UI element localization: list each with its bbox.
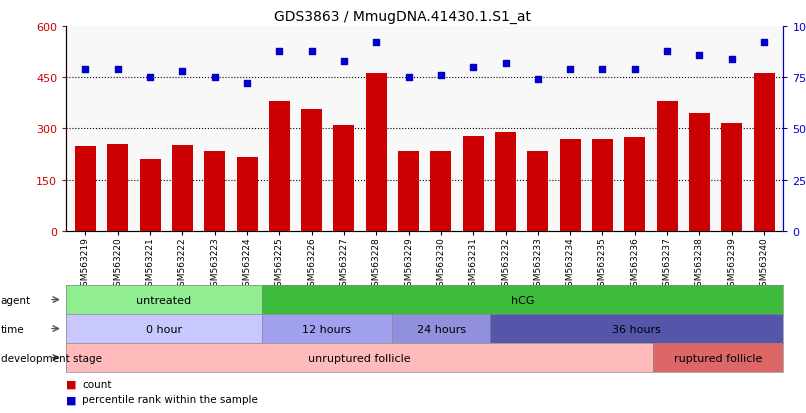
Bar (754, 74, 775, 231)
Text: 36 hours: 36 hours (613, 324, 661, 334)
Point (338, 58, 351, 65)
Point (79, 66, 92, 73)
Point (661, 48, 674, 55)
Bar (689, 114, 710, 231)
Text: percentile rank within the sample: percentile rank within the sample (82, 394, 258, 404)
Point (725, 56, 738, 63)
Bar (559, 140, 580, 231)
Bar (495, 133, 516, 231)
Bar (334, 126, 355, 231)
Bar (236, 158, 258, 231)
Text: ■: ■ (66, 394, 77, 404)
Text: time: time (1, 324, 24, 334)
Point (629, 66, 642, 73)
Text: GDS3863 / MmugDNA.41430.1.S1_at: GDS3863 / MmugDNA.41430.1.S1_at (275, 10, 531, 24)
Bar (527, 151, 548, 231)
Point (499, 60, 512, 67)
Point (596, 66, 609, 73)
Text: agent: agent (1, 295, 31, 305)
Text: 24 hours: 24 hours (417, 324, 466, 334)
Point (111, 66, 124, 73)
Bar (398, 152, 419, 231)
Bar (269, 102, 290, 231)
Bar (592, 139, 613, 231)
Point (143, 75, 156, 81)
Text: development stage: development stage (1, 353, 102, 363)
Bar (721, 124, 742, 231)
Point (434, 73, 447, 79)
Point (531, 77, 544, 83)
Point (467, 64, 480, 71)
Bar (625, 138, 646, 231)
Bar (75, 147, 96, 231)
Point (305, 48, 318, 55)
Bar (366, 74, 387, 231)
Bar (139, 160, 160, 231)
Point (176, 69, 189, 75)
Bar (172, 145, 193, 231)
Point (693, 52, 706, 59)
Point (370, 40, 383, 47)
Point (563, 66, 576, 73)
Bar (657, 102, 678, 231)
Bar (463, 137, 484, 231)
Text: count: count (82, 379, 112, 389)
Text: 12 hours: 12 hours (302, 324, 351, 334)
Text: untreated: untreated (136, 295, 192, 305)
Text: 0 hour: 0 hour (146, 324, 182, 334)
Point (241, 81, 254, 88)
Point (402, 75, 415, 81)
Bar (204, 151, 225, 231)
Point (273, 48, 286, 55)
Text: ■: ■ (66, 379, 77, 389)
Point (208, 75, 221, 81)
Bar (107, 145, 128, 231)
Text: hCG: hCG (511, 295, 534, 305)
Point (758, 40, 771, 47)
Bar (301, 109, 322, 231)
Text: unruptured follicle: unruptured follicle (308, 353, 411, 363)
Text: ruptured follicle: ruptured follicle (674, 353, 762, 363)
Bar (430, 151, 451, 231)
